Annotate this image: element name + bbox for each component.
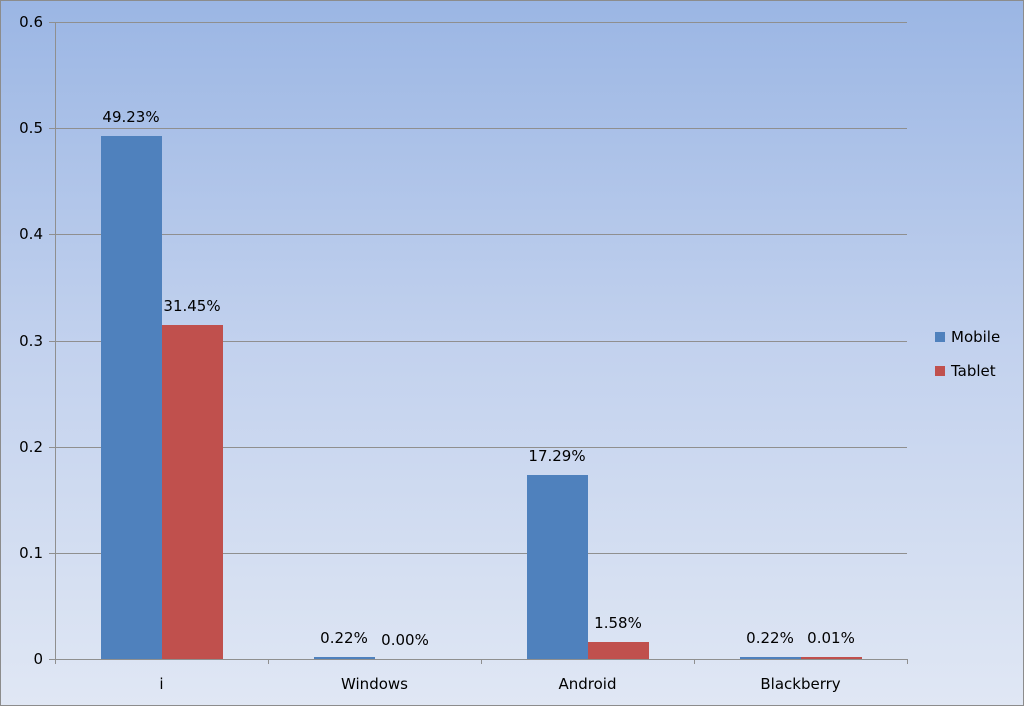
- data-label: 1.58%: [594, 614, 642, 633]
- bar-mobile: [100, 136, 162, 659]
- y-tick-label: 0: [33, 650, 43, 668]
- gridline: [49, 128, 907, 130]
- gridline: [49, 340, 907, 342]
- gridline: [49, 659, 907, 660]
- bar-mobile: [739, 656, 801, 659]
- plot-area: 49.23% 31.45% 0.22% 0.00% 17.29% 1.58% 0.22% 0.…: [49, 22, 908, 664]
- data-label: 31.45%: [163, 297, 221, 316]
- y-tick-label: 0.5: [19, 119, 43, 138]
- legend-item-tablet: Tablet: [935, 361, 1000, 381]
- legend-label: Tablet: [951, 362, 996, 380]
- data-label: 0.22%: [746, 628, 794, 647]
- data-label: 0.00%: [381, 631, 429, 649]
- legend-swatch-icon: [935, 366, 945, 376]
- y-tick-label: 0.4: [19, 225, 43, 244]
- bar-mobile: [313, 656, 375, 659]
- x-tick: [694, 659, 695, 664]
- legend-label: Mobile: [951, 328, 1001, 346]
- y-tick-label: 0.2: [19, 437, 43, 456]
- data-label: 0.01%: [807, 629, 855, 647]
- x-category-label: Blackberry: [760, 675, 841, 693]
- legend-item-mobile: Mobile: [935, 327, 1000, 347]
- x-tick: [268, 659, 269, 664]
- x-tick: [55, 659, 56, 664]
- x-category-label: Windows: [341, 675, 408, 693]
- gridline: [49, 234, 907, 236]
- gridline: [49, 22, 907, 23]
- x-category-label: Android: [558, 675, 617, 693]
- bar-tablet: [587, 642, 649, 659]
- data-label: 0.22%: [320, 628, 368, 647]
- y-tick-label: 0.1: [19, 543, 43, 562]
- gridline: [49, 552, 907, 554]
- gridline: [49, 446, 907, 448]
- y-tick-label: 0.3: [19, 331, 43, 350]
- y-tick-label: 0.6: [19, 13, 43, 31]
- x-category-label: i: [159, 675, 164, 693]
- x-tick: [907, 659, 908, 664]
- data-label: 49.23%: [102, 108, 160, 127]
- bar-tablet: [161, 325, 223, 659]
- x-tick: [481, 659, 482, 664]
- data-label: 17.29%: [528, 447, 586, 466]
- legend-swatch-icon: [935, 332, 945, 342]
- bar-mobile: [526, 475, 588, 659]
- bar-tablet: [800, 657, 862, 659]
- legend: Mobile Tablet: [935, 327, 1000, 395]
